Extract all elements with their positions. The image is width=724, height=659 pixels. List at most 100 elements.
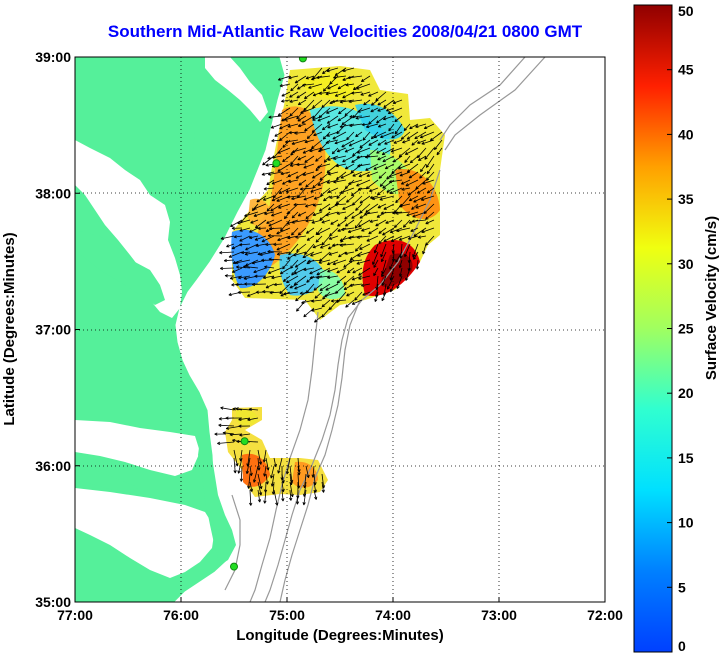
velocity-arrow — [361, 227, 371, 232]
velocity-arrow — [288, 179, 299, 184]
velocity-arrow — [297, 99, 307, 106]
velocity-arrow — [342, 155, 355, 163]
velocity-arrow — [423, 123, 435, 129]
velocity-arrow — [304, 155, 315, 163]
velocity-arrow — [262, 449, 267, 463]
colorbar-tick-label: 45 — [678, 62, 694, 78]
velocity-arrow — [379, 195, 395, 201]
velocity-arrow — [389, 267, 395, 281]
velocity-arrow — [377, 203, 387, 209]
velocity-arrow — [360, 75, 371, 82]
velocity-arrow — [306, 235, 315, 241]
velocity-arrow — [297, 155, 307, 161]
velocity-arrow — [276, 243, 291, 251]
velocity-arrow — [408, 195, 419, 202]
velocity-arrow — [386, 187, 395, 193]
velocity-arrow — [284, 139, 299, 144]
velocity-arrow — [277, 457, 283, 474]
velocity-arrow — [231, 267, 243, 273]
velocity-arrow — [380, 243, 387, 258]
velocity-arrow — [331, 147, 339, 155]
velocity-arrow — [405, 267, 411, 281]
velocity-arrow — [309, 275, 323, 280]
velocity-arrow — [339, 243, 355, 247]
velocity-arrow — [336, 211, 347, 215]
velocity-arrow — [335, 171, 347, 180]
velocity-arrow — [220, 406, 235, 411]
velocity-arrow — [254, 219, 267, 229]
velocity-arrow — [337, 219, 347, 227]
velocity-arrow — [425, 155, 435, 168]
velocity-arrow — [238, 424, 251, 428]
velocity-arrow — [220, 235, 235, 240]
velocity-arrow — [362, 131, 371, 141]
velocity-arrow — [396, 227, 411, 233]
velocity-arrow — [269, 226, 283, 231]
velocity-arrow — [256, 195, 267, 203]
velocity-arrow — [240, 250, 251, 255]
velocity-arrow — [238, 243, 251, 247]
velocity-arrow — [273, 457, 277, 468]
velocity-arrow — [356, 155, 371, 159]
velocity-arrow — [352, 267, 363, 274]
velocity-arrow — [282, 275, 291, 282]
velocity-arrow — [289, 99, 299, 103]
velocity-arrow — [386, 275, 395, 290]
velocity-arrow — [303, 195, 315, 201]
velocity-arrow — [239, 235, 251, 242]
velocity-arrow — [257, 449, 263, 465]
velocity-arrow — [233, 457, 237, 474]
velocity-arrow — [277, 107, 291, 117]
velocity-arrow — [325, 283, 339, 291]
velocity-arrow — [369, 187, 379, 193]
velocity-arrow — [289, 91, 299, 98]
velocity-arrow — [283, 211, 291, 220]
velocity-arrow — [409, 123, 419, 130]
velocity-arrow — [378, 227, 387, 234]
colorbar-tick-label: 40 — [678, 126, 694, 142]
velocity-arrow — [402, 139, 411, 144]
velocity-arrow — [356, 259, 371, 265]
velocity-arrow — [311, 171, 323, 179]
velocity-arrow — [383, 203, 395, 210]
velocity-arrow — [267, 249, 283, 254]
velocity-arrow — [237, 219, 251, 225]
velocity-arrow — [323, 195, 331, 202]
velocity-arrow — [406, 211, 419, 217]
colorbar: 0 5 10 15 20 25 30 35 40 45 50 Surface Velocity (c… — [633, 3, 720, 654]
velocity-arrow — [339, 99, 355, 104]
velocity-arrow — [391, 131, 403, 139]
velocity-arrow — [218, 423, 235, 427]
velocity-arrow — [407, 235, 419, 240]
velocity-arrow — [312, 243, 323, 249]
velocity-arrow — [381, 291, 387, 302]
velocity-arrow — [262, 275, 275, 280]
velocity-arrow — [413, 227, 427, 237]
velocity-arrow — [236, 265, 251, 269]
velocity-arrow — [394, 123, 403, 135]
velocity-arrow — [264, 211, 275, 216]
velocity-arrow — [310, 251, 323, 257]
velocity-arrow — [351, 211, 363, 219]
velocity-arrow — [296, 162, 307, 167]
y-tick-label: 39:00 — [35, 49, 71, 65]
velocity-arrow — [313, 283, 323, 291]
velocity-arrow — [333, 179, 347, 184]
velocity-arrow — [287, 235, 299, 240]
velocity-arrow — [249, 481, 254, 492]
velocity-arrow — [291, 227, 299, 236]
velocity-arrow — [360, 91, 371, 96]
velocity-arrow — [253, 465, 259, 483]
velocity-arrow — [244, 251, 259, 256]
velocity-arrow — [426, 187, 435, 194]
velocity-arrow — [276, 251, 291, 256]
velocity-arrow — [336, 267, 347, 274]
velocity-arrow — [327, 187, 339, 193]
velocity-arrow — [255, 243, 267, 248]
velocity-arrow — [248, 235, 259, 240]
velocity-arrow — [391, 243, 395, 254]
velocity-arrow — [301, 115, 315, 124]
velocity-arrow — [405, 179, 419, 187]
velocity-arrow — [377, 99, 387, 106]
velocity-arrow — [230, 219, 243, 227]
